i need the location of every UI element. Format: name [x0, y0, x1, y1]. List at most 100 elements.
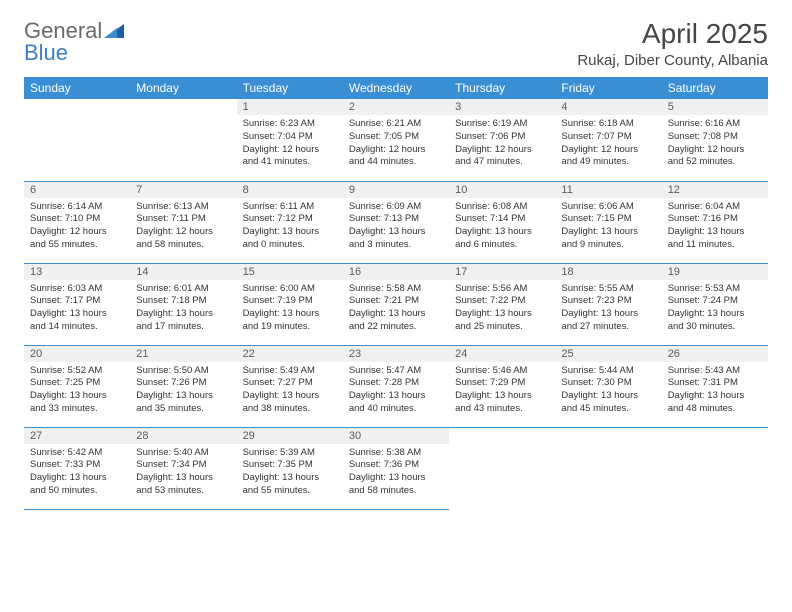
calendar-cell: 19Sunrise: 5:53 AMSunset: 7:24 PMDayligh…	[662, 263, 768, 345]
calendar-cell: 29Sunrise: 5:39 AMSunset: 7:35 PMDayligh…	[237, 427, 343, 509]
page-title: April 2025	[577, 18, 768, 50]
weekday-header: Tuesday	[237, 77, 343, 99]
day-details: Sunrise: 5:58 AMSunset: 7:21 PMDaylight:…	[343, 280, 449, 338]
calendar-cell: 28Sunrise: 5:40 AMSunset: 7:34 PMDayligh…	[130, 427, 236, 509]
title-block: April 2025 Rukaj, Diber County, Albania	[577, 18, 768, 69]
weekday-header: Monday	[130, 77, 236, 99]
calendar-cell: 4Sunrise: 6:18 AMSunset: 7:07 PMDaylight…	[555, 99, 661, 181]
day-number: 22	[237, 346, 343, 362]
calendar-cell: 11Sunrise: 6:06 AMSunset: 7:15 PMDayligh…	[555, 181, 661, 263]
calendar-cell: 25Sunrise: 5:44 AMSunset: 7:30 PMDayligh…	[555, 345, 661, 427]
day-number: 24	[449, 346, 555, 362]
day-number: 6	[24, 182, 130, 198]
day-details: Sunrise: 6:00 AMSunset: 7:19 PMDaylight:…	[237, 280, 343, 338]
day-details: Sunrise: 5:43 AMSunset: 7:31 PMDaylight:…	[662, 362, 768, 420]
calendar-cell: 22Sunrise: 5:49 AMSunset: 7:27 PMDayligh…	[237, 345, 343, 427]
calendar-cell: 21Sunrise: 5:50 AMSunset: 7:26 PMDayligh…	[130, 345, 236, 427]
day-number: 5	[662, 99, 768, 115]
calendar-table: SundayMondayTuesdayWednesdayThursdayFrid…	[24, 77, 768, 510]
day-details: Sunrise: 6:06 AMSunset: 7:15 PMDaylight:…	[555, 198, 661, 256]
day-number: 4	[555, 99, 661, 115]
day-details: Sunrise: 5:53 AMSunset: 7:24 PMDaylight:…	[662, 280, 768, 338]
day-details: Sunrise: 5:52 AMSunset: 7:25 PMDaylight:…	[24, 362, 130, 420]
calendar-cell: 18Sunrise: 5:55 AMSunset: 7:23 PMDayligh…	[555, 263, 661, 345]
header: GeneralBlue April 2025 Rukaj, Diber Coun…	[24, 18, 768, 69]
day-details: Sunrise: 6:23 AMSunset: 7:04 PMDaylight:…	[237, 115, 343, 173]
day-number: 9	[343, 182, 449, 198]
weekday-header: Wednesday	[343, 77, 449, 99]
day-number: 3	[449, 99, 555, 115]
day-details: Sunrise: 5:42 AMSunset: 7:33 PMDaylight:…	[24, 444, 130, 502]
day-details: Sunrise: 6:13 AMSunset: 7:11 PMDaylight:…	[130, 198, 236, 256]
calendar-cell: 13Sunrise: 6:03 AMSunset: 7:17 PMDayligh…	[24, 263, 130, 345]
calendar-cell: 24Sunrise: 5:46 AMSunset: 7:29 PMDayligh…	[449, 345, 555, 427]
weekday-header: Friday	[555, 77, 661, 99]
calendar-cell: 2Sunrise: 6:21 AMSunset: 7:05 PMDaylight…	[343, 99, 449, 181]
day-number: 17	[449, 264, 555, 280]
day-number: 25	[555, 346, 661, 362]
day-number: 2	[343, 99, 449, 115]
day-number: 14	[130, 264, 236, 280]
day-number: 8	[237, 182, 343, 198]
day-details: Sunrise: 6:08 AMSunset: 7:14 PMDaylight:…	[449, 198, 555, 256]
day-number: 16	[343, 264, 449, 280]
day-number: 10	[449, 182, 555, 198]
calendar-cell: 6Sunrise: 6:14 AMSunset: 7:10 PMDaylight…	[24, 181, 130, 263]
calendar-cell	[24, 99, 130, 181]
day-number: 13	[24, 264, 130, 280]
calendar-cell: 27Sunrise: 5:42 AMSunset: 7:33 PMDayligh…	[24, 427, 130, 509]
day-details: Sunrise: 5:44 AMSunset: 7:30 PMDaylight:…	[555, 362, 661, 420]
day-details: Sunrise: 6:21 AMSunset: 7:05 PMDaylight:…	[343, 115, 449, 173]
day-details: Sunrise: 6:09 AMSunset: 7:13 PMDaylight:…	[343, 198, 449, 256]
day-details: Sunrise: 5:55 AMSunset: 7:23 PMDaylight:…	[555, 280, 661, 338]
day-number: 21	[130, 346, 236, 362]
calendar-cell: 8Sunrise: 6:11 AMSunset: 7:12 PMDaylight…	[237, 181, 343, 263]
day-number: 23	[343, 346, 449, 362]
calendar-cell: 12Sunrise: 6:04 AMSunset: 7:16 PMDayligh…	[662, 181, 768, 263]
day-details: Sunrise: 6:18 AMSunset: 7:07 PMDaylight:…	[555, 115, 661, 173]
day-details: Sunrise: 6:14 AMSunset: 7:10 PMDaylight:…	[24, 198, 130, 256]
calendar-cell	[130, 99, 236, 181]
day-details: Sunrise: 6:03 AMSunset: 7:17 PMDaylight:…	[24, 280, 130, 338]
calendar-cell	[449, 427, 555, 509]
day-details: Sunrise: 5:49 AMSunset: 7:27 PMDaylight:…	[237, 362, 343, 420]
day-number: 20	[24, 346, 130, 362]
day-details: Sunrise: 6:04 AMSunset: 7:16 PMDaylight:…	[662, 198, 768, 256]
calendar-page: GeneralBlue April 2025 Rukaj, Diber Coun…	[0, 0, 792, 528]
day-number: 28	[130, 428, 236, 444]
day-details: Sunrise: 5:38 AMSunset: 7:36 PMDaylight:…	[343, 444, 449, 502]
calendar-cell: 14Sunrise: 6:01 AMSunset: 7:18 PMDayligh…	[130, 263, 236, 345]
calendar-cell: 20Sunrise: 5:52 AMSunset: 7:25 PMDayligh…	[24, 345, 130, 427]
day-number: 11	[555, 182, 661, 198]
day-details: Sunrise: 6:01 AMSunset: 7:18 PMDaylight:…	[130, 280, 236, 338]
day-number: 29	[237, 428, 343, 444]
calendar-cell: 1Sunrise: 6:23 AMSunset: 7:04 PMDaylight…	[237, 99, 343, 181]
day-number: 7	[130, 182, 236, 198]
calendar-cell: 16Sunrise: 5:58 AMSunset: 7:21 PMDayligh…	[343, 263, 449, 345]
calendar-cell: 23Sunrise: 5:47 AMSunset: 7:28 PMDayligh…	[343, 345, 449, 427]
day-details: Sunrise: 5:50 AMSunset: 7:26 PMDaylight:…	[130, 362, 236, 420]
calendar-cell: 3Sunrise: 6:19 AMSunset: 7:06 PMDaylight…	[449, 99, 555, 181]
day-number: 12	[662, 182, 768, 198]
calendar-cell: 9Sunrise: 6:09 AMSunset: 7:13 PMDaylight…	[343, 181, 449, 263]
weekday-header: Sunday	[24, 77, 130, 99]
day-details: Sunrise: 6:19 AMSunset: 7:06 PMDaylight:…	[449, 115, 555, 173]
weekday-header: Thursday	[449, 77, 555, 99]
day-number: 26	[662, 346, 768, 362]
day-details: Sunrise: 5:56 AMSunset: 7:22 PMDaylight:…	[449, 280, 555, 338]
calendar-cell: 26Sunrise: 5:43 AMSunset: 7:31 PMDayligh…	[662, 345, 768, 427]
day-details: Sunrise: 6:11 AMSunset: 7:12 PMDaylight:…	[237, 198, 343, 256]
calendar-cell	[555, 427, 661, 509]
calendar-body: 1Sunrise: 6:23 AMSunset: 7:04 PMDaylight…	[24, 99, 768, 509]
weekday-header: Saturday	[662, 77, 768, 99]
day-details: Sunrise: 6:16 AMSunset: 7:08 PMDaylight:…	[662, 115, 768, 173]
logo: GeneralBlue	[24, 18, 124, 66]
day-number: 27	[24, 428, 130, 444]
day-number: 1	[237, 99, 343, 115]
day-number: 18	[555, 264, 661, 280]
location-text: Rukaj, Diber County, Albania	[577, 52, 768, 69]
day-number: 30	[343, 428, 449, 444]
day-number: 19	[662, 264, 768, 280]
day-number: 15	[237, 264, 343, 280]
calendar-head: SundayMondayTuesdayWednesdayThursdayFrid…	[24, 77, 768, 99]
